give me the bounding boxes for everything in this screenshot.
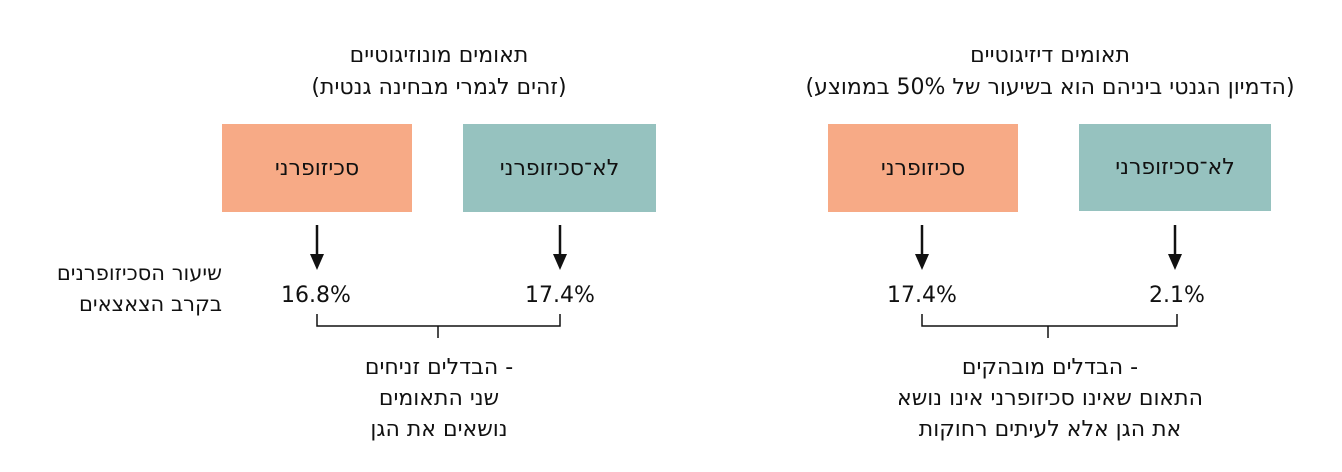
offspring-rate-label: שיעור הסכיזופרנים בקרב הצאצאים bbox=[0, 258, 222, 320]
di-schizophrenic-arrow bbox=[915, 225, 929, 270]
mono-bracket bbox=[316, 314, 561, 338]
di-schizophrenic-label: סכיזופרני bbox=[880, 155, 966, 181]
mono-conclusion-line1: הבדלים זניחים - bbox=[364, 355, 514, 380]
di-conclusion-line2: התאום שאינו סכיזופרני אינו נושא bbox=[897, 386, 1203, 411]
di-conclusion-line3: את הגן אלא לעיתים רחוקות bbox=[918, 417, 1182, 442]
mono-non-schizophrenic-arrow bbox=[553, 225, 567, 270]
mono-non-schizophrenic-label: לא־סכיזופרני bbox=[499, 155, 620, 181]
di-title: תאומים דיזיגוטיים bbox=[970, 43, 1130, 68]
di-schizophrenic-value: 17.4% bbox=[887, 283, 957, 308]
offspring-rate-label-line2: בקרב הצאצאים bbox=[78, 292, 222, 316]
di-non-schizophrenic-arrow bbox=[1168, 225, 1182, 270]
mono-non-schizophrenic-value: 17.4% bbox=[525, 283, 595, 308]
di-non-schizophrenic-box: לא־סכיזופרני bbox=[1079, 124, 1271, 211]
offspring-rate-label-line1: שיעור הסכיזופרנים bbox=[56, 261, 222, 285]
mono-schizophrenic-label: סכיזופרני bbox=[274, 155, 360, 181]
mono-title: תאומים מונוזיגוטיים bbox=[349, 43, 529, 68]
mono-schizophrenic-box: סכיזופרני bbox=[222, 124, 412, 212]
mono-schizophrenic-arrow bbox=[310, 225, 324, 270]
di-subtitle: (הדמיון הגנטי ביניהם הוא בשיעור של 50% ב… bbox=[805, 75, 1295, 100]
di-bracket bbox=[921, 314, 1178, 338]
mono-non-schizophrenic-box: לא־סכיזופרני bbox=[463, 124, 656, 212]
mono-conclusion-line2: שני התאומים bbox=[378, 386, 500, 411]
di-non-schizophrenic-label: לא־סכיזופרני bbox=[1115, 155, 1235, 180]
mono-schizophrenic-value: 16.8% bbox=[281, 283, 351, 308]
mono-subtitle: (זהים לגמרי מבחינה גנטית) bbox=[311, 75, 567, 100]
di-schizophrenic-box: סכיזופרני bbox=[828, 124, 1018, 212]
di-conclusion-line1: הבדלים מובהקים - bbox=[961, 355, 1139, 380]
mono-conclusion-line3: נושאים את הגן bbox=[370, 417, 508, 442]
di-non-schizophrenic-value: 2.1% bbox=[1149, 283, 1205, 308]
di-conclusion: הבדלים מובהקים - התאום שאינו סכיזופרני א… bbox=[770, 352, 1330, 445]
mono-conclusion: הבדלים זניחים - שני התאומים נושאים את הג… bbox=[239, 352, 639, 445]
